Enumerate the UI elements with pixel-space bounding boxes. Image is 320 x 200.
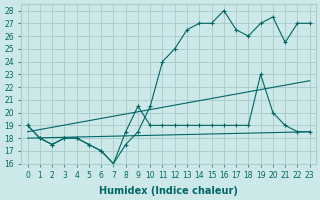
- X-axis label: Humidex (Indice chaleur): Humidex (Indice chaleur): [99, 186, 238, 196]
